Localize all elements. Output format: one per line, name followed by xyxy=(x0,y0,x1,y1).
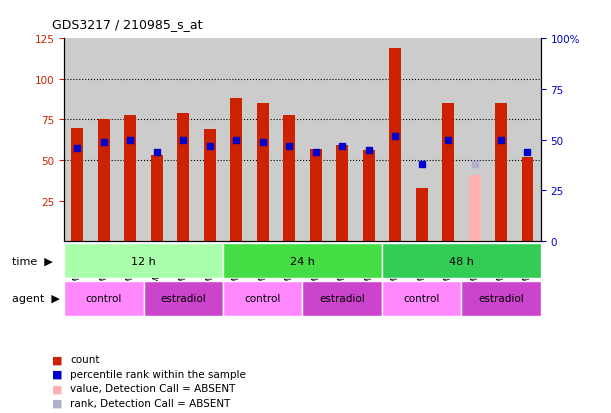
Text: control: control xyxy=(403,293,440,304)
Bar xyxy=(310,150,321,242)
Bar xyxy=(336,146,348,242)
Bar xyxy=(71,128,83,242)
Text: ■: ■ xyxy=(52,398,62,408)
Text: agent  ▶: agent ▶ xyxy=(12,293,60,304)
Bar xyxy=(442,104,454,242)
Bar xyxy=(382,281,461,316)
Text: time  ▶: time ▶ xyxy=(12,256,53,266)
Bar xyxy=(363,151,375,242)
Text: 12 h: 12 h xyxy=(131,256,156,266)
Text: value, Detection Call = ABSENT: value, Detection Call = ABSENT xyxy=(70,383,236,393)
Text: ■: ■ xyxy=(52,369,62,379)
Bar xyxy=(415,188,428,242)
Bar xyxy=(98,120,110,242)
Bar xyxy=(177,114,189,242)
Bar xyxy=(223,244,382,279)
Bar xyxy=(495,104,507,242)
Bar xyxy=(284,115,295,242)
Text: ■: ■ xyxy=(52,383,62,393)
Text: count: count xyxy=(70,354,100,364)
Bar xyxy=(151,156,163,242)
Bar xyxy=(223,281,302,316)
Bar xyxy=(204,130,216,242)
Text: estradiol: estradiol xyxy=(161,293,206,304)
Text: percentile rank within the sample: percentile rank within the sample xyxy=(70,369,246,379)
Bar xyxy=(469,175,480,242)
Bar xyxy=(522,157,533,242)
Bar xyxy=(389,49,401,242)
Bar xyxy=(125,115,136,242)
Text: control: control xyxy=(244,293,281,304)
Bar xyxy=(64,281,144,316)
Text: rank, Detection Call = ABSENT: rank, Detection Call = ABSENT xyxy=(70,398,230,408)
Bar xyxy=(144,281,223,316)
Text: control: control xyxy=(86,293,122,304)
Bar xyxy=(64,244,223,279)
Text: estradiol: estradiol xyxy=(320,293,365,304)
Bar xyxy=(230,99,242,242)
Bar xyxy=(257,104,269,242)
Text: 24 h: 24 h xyxy=(290,256,315,266)
Text: estradiol: estradiol xyxy=(478,293,524,304)
Bar xyxy=(461,281,541,316)
Bar xyxy=(382,244,541,279)
Text: GDS3217 / 210985_s_at: GDS3217 / 210985_s_at xyxy=(52,18,202,31)
Bar xyxy=(302,281,382,316)
Text: ■: ■ xyxy=(52,354,62,364)
Text: 48 h: 48 h xyxy=(449,256,474,266)
